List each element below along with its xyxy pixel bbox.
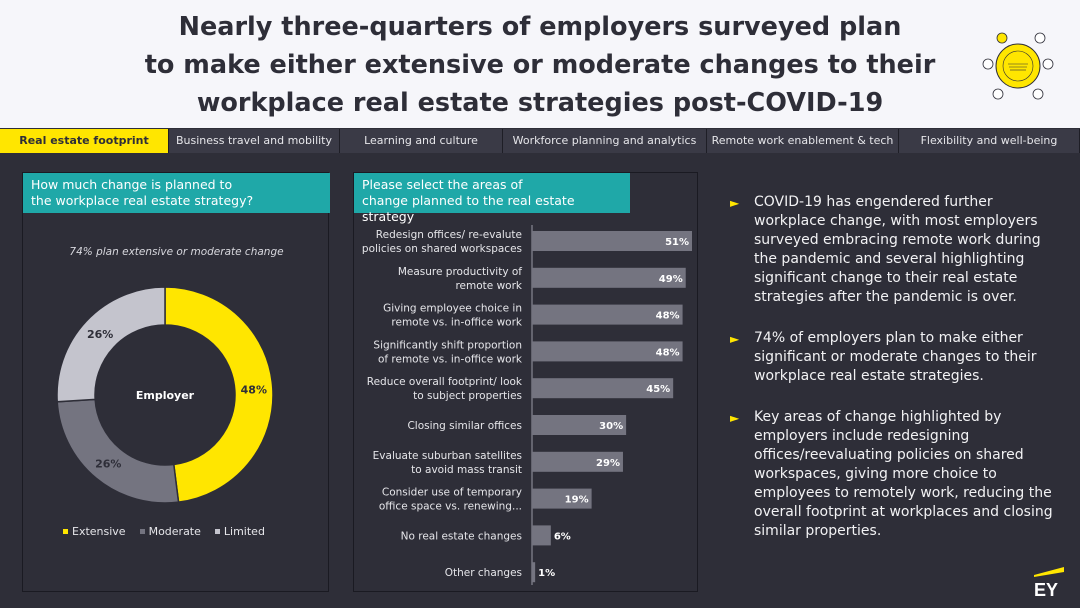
- page-title: Nearly three-quarters of employers surve…: [100, 8, 980, 122]
- ey-logo-text: EY: [1034, 580, 1058, 599]
- legend-label-moderate: Moderate: [148, 525, 201, 538]
- title-line-2: to make either extensive or moderate cha…: [144, 50, 936, 80]
- donut-value-label: 26%: [87, 328, 113, 341]
- bar-category-label: Measure productivity of: [398, 266, 522, 278]
- tab-business-travel[interactable]: Business travel and mobility: [169, 129, 340, 153]
- bar: [532, 267, 686, 288]
- bar-category-label: Closing similar offices: [407, 420, 522, 432]
- legend-item-extensive: Extensive: [63, 525, 126, 538]
- bar-category-label: Giving employee choice in: [383, 303, 522, 315]
- bar: [532, 341, 683, 362]
- header: Nearly three-quarters of employers surve…: [0, 0, 1080, 128]
- key-findings: ► COVID-19 has engendered further workpl…: [730, 193, 1060, 558]
- tab-workforce-planning[interactable]: Workforce planning and analytics: [503, 129, 707, 153]
- donut-slice-moderate: [56, 398, 180, 504]
- bar: [532, 378, 674, 399]
- title-line-3: workplace real estate strategies post-CO…: [196, 88, 884, 118]
- donut-chart-panel: How much change is planned to the workpl…: [22, 172, 330, 592]
- bar-category-label: Significantly shift proportion: [373, 339, 522, 351]
- bar-category-label: Other changes: [445, 567, 522, 579]
- bullet-arrow-icon: ►: [730, 332, 740, 346]
- finding-1: ► COVID-19 has engendered further workpl…: [730, 193, 1060, 307]
- legend-item-moderate: Moderate: [139, 525, 201, 538]
- bar-category-label: remote work: [455, 280, 522, 292]
- finding-3-text: Key areas of change highlighted by emplo…: [754, 409, 1053, 539]
- donut-note: 74% plan extensive or moderate change: [69, 246, 284, 258]
- bar-value-label: 19%: [565, 495, 589, 506]
- bar: [532, 488, 592, 509]
- bullet-arrow-icon: ►: [730, 196, 740, 210]
- bar-value-label: 48%: [656, 311, 680, 322]
- framework-wheel-icon: [982, 32, 1054, 100]
- bar: [532, 415, 627, 435]
- bar-value-label: 30%: [599, 421, 623, 432]
- donut-chart-title: How much change is planned to the workpl…: [23, 173, 330, 213]
- donut-center-label: Employer: [136, 389, 195, 402]
- donut-value-label: 26%: [95, 458, 121, 471]
- bar-chart-panel: Please select the areas of change planne…: [353, 172, 698, 592]
- bar-value-label: 6%: [554, 531, 571, 542]
- tab-learning-culture[interactable]: Learning and culture: [340, 129, 503, 153]
- finding-3: ► Key areas of change highlighted by emp…: [730, 408, 1060, 541]
- donut-title-line-1: How much change is planned to: [31, 177, 233, 192]
- donut-value-label: 48%: [241, 383, 267, 396]
- donut-legend: Extensive Moderate Limited: [63, 525, 265, 538]
- bar-chart: 51% Redesign offices/ re-evalute policies …: [362, 225, 692, 585]
- finding-2: ► 74% of employers plan to make either s…: [730, 329, 1060, 386]
- finding-1-text: COVID-19 has engendered further workplac…: [754, 194, 1041, 305]
- bar-category-label: office space vs. renewing...: [379, 501, 522, 513]
- legend-label-limited: Limited: [223, 525, 265, 538]
- bullet-arrow-icon: ►: [730, 411, 740, 425]
- bar-category-label: to avoid mass transit: [411, 464, 522, 476]
- bar-value-label: 1%: [538, 568, 555, 579]
- bar-category-label: Reduce overall footprint/ look: [367, 376, 523, 388]
- bar-value-label: 49%: [659, 274, 683, 285]
- bar-value-label: 51%: [665, 237, 689, 248]
- finding-2-text: 74% of employers plan to make either sig…: [754, 330, 1037, 384]
- donut-title-line-2: the workplace real estate strategy?: [31, 193, 254, 208]
- bar: [532, 451, 623, 472]
- title-line-1: Nearly three-quarters of employers surve…: [178, 12, 902, 42]
- legend-item-limited: Limited: [214, 525, 265, 538]
- donut-slice-extensive: [164, 286, 274, 503]
- bar: [532, 231, 692, 251]
- bar-category-label: Consider use of temporary: [382, 487, 522, 499]
- bar-category-label: Redesign offices/ re-evalute: [376, 229, 522, 241]
- donut-slice-limited: [56, 286, 166, 403]
- bar-category-label: policies on shared workspaces: [362, 243, 522, 255]
- bar-category-label: of remote vs. in-office work: [378, 353, 523, 365]
- bar-value-label: 45%: [646, 384, 670, 395]
- tab-flexibility[interactable]: Flexibility and well-being: [899, 129, 1080, 153]
- legend-label-extensive: Extensive: [72, 525, 126, 538]
- bar: [532, 525, 551, 546]
- bar-title-line-1: Please select the areas of: [362, 177, 523, 192]
- legend-swatch-moderate: [139, 529, 145, 534]
- legend-swatch-limited: [214, 529, 220, 534]
- bar: [532, 562, 536, 583]
- ey-logo-beam: [1034, 567, 1064, 577]
- bar-category-label: remote vs. in-office work: [391, 317, 523, 329]
- bar-category-label: No real estate changes: [401, 530, 522, 542]
- bar-category-label: Evaluate suburban satellites: [373, 450, 522, 462]
- bar-category-label: to subject properties: [413, 390, 522, 402]
- donut-chart: 48% 26% 26% Employer: [56, 286, 274, 504]
- tab-bar: Real estate footprint Business travel an…: [0, 129, 1080, 153]
- bar-value-label: 29%: [596, 458, 620, 469]
- bar-title-line-2: change planned to the real estate strate…: [362, 193, 575, 224]
- tab-real-estate-footprint[interactable]: Real estate footprint: [0, 129, 169, 153]
- ey-logo: EY: [1034, 567, 1064, 599]
- legend-swatch-extensive: [63, 529, 68, 534]
- bar-chart-title: Please select the areas of change planne…: [354, 173, 630, 224]
- bar: [532, 304, 683, 325]
- bar-value-label: 48%: [656, 347, 680, 358]
- tab-remote-work[interactable]: Remote work enablement & tech: [707, 129, 899, 153]
